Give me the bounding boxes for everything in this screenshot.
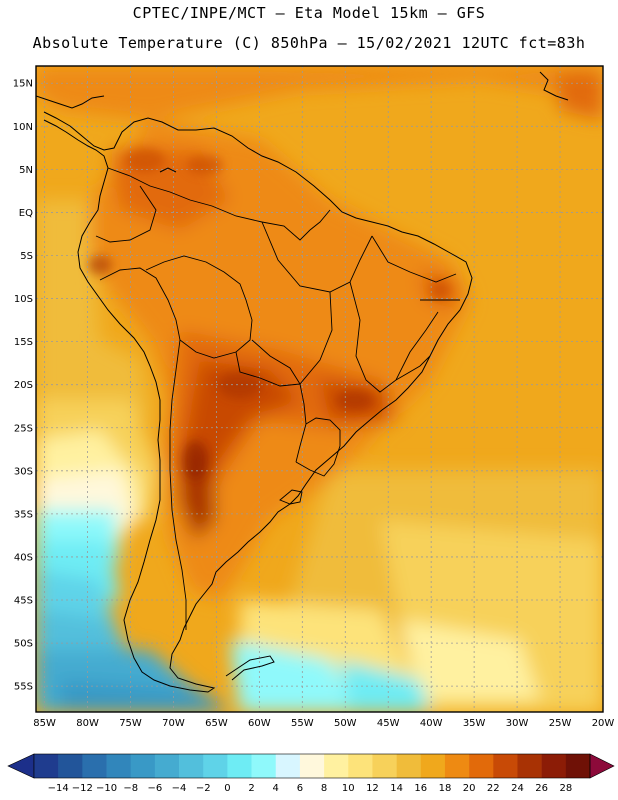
colorbar-label: 10 (342, 783, 355, 794)
colorbar-label: 12 (366, 783, 379, 794)
colorbar-label: −2 (196, 783, 211, 794)
lon-label: 55W (291, 718, 314, 729)
colorbar-underflow-triangle (7, 753, 35, 779)
lon-label: 60W (248, 718, 271, 729)
colorbar-swatch (154, 754, 180, 778)
lat-label: 5S (20, 251, 33, 262)
colorbar-swatch (469, 754, 494, 778)
country-borders (95, 167, 460, 630)
lon-label: 50W (334, 718, 357, 729)
colorbar-swatch (541, 754, 567, 778)
lat-label: 40S (14, 552, 33, 563)
lon-label: 20W (592, 718, 615, 729)
colorbar-label: 8 (321, 783, 327, 794)
colorbar-label: −6 (147, 783, 162, 794)
colorbar-label: 18 (439, 783, 452, 794)
colorbar-swatch (106, 754, 131, 778)
colorbar-label: 4 (273, 783, 279, 794)
lat-label: 30S (14, 466, 33, 477)
latitude-labels: 15N 10N 5N EQ 5S 10S 15S 20S 25S 30S 35S 40S 45S 50S 5… (13, 79, 33, 693)
lat-label: 20S (14, 380, 33, 391)
map-title-line2: Absolute Temperature (C) 850hPa – 15/02/… (32, 34, 586, 52)
lon-label: 40W (420, 718, 443, 729)
colorbar-label: 20 (463, 783, 476, 794)
lon-label: 85W (33, 718, 56, 729)
colorbar-label: −12 (72, 783, 93, 794)
lat-label: 45S (14, 596, 33, 607)
colorbar: −14 −12 −10 −8 −6 −4 −2 0 2 4 6 8 10 12 14 16 18 20 22 24 26… (7, 753, 615, 794)
colorbar-swatch (58, 754, 83, 778)
lon-label: 25W (549, 718, 572, 729)
colorbar-swatch (251, 754, 277, 778)
colorbar-swatch (179, 754, 204, 778)
colorbar-swatch (372, 754, 397, 778)
lon-label: 70W (162, 718, 185, 729)
colorbar-label: 6 (297, 783, 303, 794)
lon-label: 80W (76, 718, 99, 729)
lat-label: 5N (19, 165, 33, 176)
colorbar-swatch (82, 754, 107, 778)
colorbar-label: 16 (414, 783, 427, 794)
colorbar-swatch (517, 754, 542, 778)
colorbar-label: 0 (224, 783, 230, 794)
lat-label: 10S (14, 294, 33, 305)
colorbar-swatch (324, 754, 349, 778)
field-shading (36, 66, 603, 712)
colorbar-swatch (396, 754, 422, 778)
colorbar-label: −4 (172, 783, 187, 794)
lat-label: 35S (14, 509, 33, 520)
temperature-field (36, 66, 603, 712)
lon-label: 65W (205, 718, 228, 729)
colorbar-swatch (420, 754, 446, 778)
colorbar-overflow-triangle (589, 753, 615, 779)
colorbar-swatch (130, 754, 156, 778)
map-title-line1: CPTEC/INPE/MCT – Eta Model 15km – GFS (132, 4, 486, 22)
colorbar-swatch (227, 754, 252, 778)
lon-label: 35W (463, 718, 486, 729)
colorbar-label: −10 (96, 783, 117, 794)
colorbar-label: 28 (559, 783, 572, 794)
colorbar-label: 14 (390, 783, 403, 794)
colorbar-outline (33, 753, 591, 779)
colorbar-label: −14 (48, 783, 69, 794)
colorbar-label: −8 (123, 783, 138, 794)
lat-label: 15N (13, 79, 33, 90)
colorbar-label: 22 (487, 783, 500, 794)
lat-label: 50S (14, 639, 33, 650)
lon-label: 30W (506, 718, 529, 729)
colorbar-swatch (444, 754, 470, 778)
lat-label: 55S (14, 682, 33, 693)
colorbar-swatch (203, 754, 228, 778)
lat-label: 25S (14, 423, 33, 434)
colorbar-swatch (348, 754, 373, 778)
lon-label: 45W (377, 718, 400, 729)
lat-label: 10N (13, 122, 33, 133)
colorbar-swatch (275, 754, 301, 778)
colorbar-swatch (565, 754, 591, 778)
field-detail (88, 148, 450, 480)
map-frame (35, 65, 604, 713)
colorbar-label: 2 (248, 783, 254, 794)
colorbar-swatch (299, 754, 325, 778)
lat-label: EQ (19, 208, 33, 219)
lon-label: 75W (119, 718, 142, 729)
coastline (36, 71, 569, 693)
colorbar-swatch (493, 754, 518, 778)
colorbar-swatch (34, 754, 59, 778)
colorbar-label: 24 (511, 783, 524, 794)
longitude-labels: 85W 80W 75W 70W 65W 60W 55W 50W 45W 40W 35W 30W 25W 2… (33, 718, 614, 729)
colorbar-label: 26 (535, 783, 548, 794)
lat-label: 15S (14, 337, 33, 348)
